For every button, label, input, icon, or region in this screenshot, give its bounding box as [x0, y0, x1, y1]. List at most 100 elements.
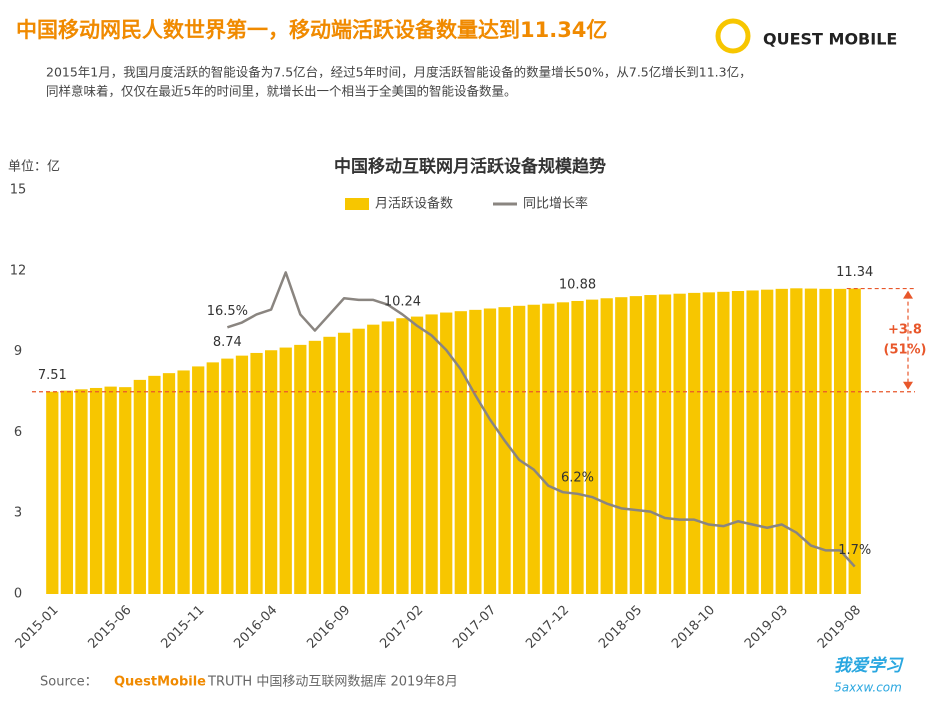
bar: [556, 302, 570, 594]
bar: [819, 288, 832, 594]
y-tick-label: 12: [10, 263, 27, 278]
y-tick-label: 9: [14, 344, 22, 359]
chart-title: 中国移动互联网月活跃设备规模趋势: [334, 156, 606, 177]
value-label: 10.88: [559, 277, 596, 292]
bar: [133, 379, 146, 594]
x-tick-label: 2016-04: [231, 603, 280, 652]
bar: [337, 332, 351, 594]
y-tick-label: 15: [10, 183, 27, 198]
logo-text: QUEST MOBILE: [763, 30, 897, 49]
bar: [629, 296, 642, 594]
bar: [381, 321, 394, 594]
bar: [396, 318, 409, 594]
bar: [483, 308, 497, 594]
y-tick-label: 0: [14, 587, 22, 602]
value-label: 1.7%: [838, 543, 871, 558]
bar: [192, 366, 205, 594]
bar: [731, 291, 745, 594]
value-label: 8.74: [213, 335, 242, 350]
bar: [469, 309, 482, 594]
x-tick-label: 2017-07: [450, 603, 499, 652]
arrow-head: [903, 381, 913, 390]
bar: [352, 328, 365, 594]
bar: [323, 336, 336, 594]
bar: [454, 311, 467, 594]
bar: [688, 292, 701, 594]
bar: [600, 298, 613, 594]
source-label: Source：: [40, 675, 98, 690]
bar: [265, 350, 278, 594]
x-tick-label: 2017-02: [377, 603, 426, 652]
logo-icon: [715, 18, 751, 54]
bar: [746, 290, 759, 594]
value-label: 6.2%: [561, 470, 594, 485]
bar: [60, 390, 74, 594]
bar: [585, 299, 599, 594]
legend-swatch: [345, 198, 369, 210]
watermark: 我爱学习: [834, 656, 904, 676]
bar: [46, 391, 59, 594]
bar: [833, 288, 847, 594]
x-tick-label: 2019-08: [815, 603, 864, 652]
bar: [644, 295, 657, 594]
bar: [717, 291, 730, 594]
bar: [527, 304, 540, 594]
bar: [148, 375, 161, 594]
bar: [308, 340, 322, 594]
subtitle: 2015年1月，我国月度活跃的智能设备为7.5亿台，经过5年时间，月度活跃智能设…: [46, 65, 752, 80]
bar: [513, 305, 526, 594]
bar: [425, 314, 438, 594]
bar: [498, 307, 511, 594]
annotation: (51%): [884, 343, 927, 358]
x-tick-label: 2018-05: [596, 603, 645, 652]
value-label: 11.34: [836, 265, 873, 280]
x-tick-label: 2017-12: [523, 603, 572, 652]
arrow-head: [903, 290, 913, 299]
bar: [761, 289, 774, 594]
y-tick-label: 6: [14, 425, 22, 440]
source-text: TRUTH 中国移动互联网数据库 2019年8月: [207, 674, 458, 690]
bar: [440, 312, 453, 594]
x-tick-label: 2015-06: [86, 603, 135, 652]
bar: [75, 389, 88, 594]
bar: [250, 352, 263, 594]
bar: [177, 370, 190, 594]
bar: [221, 358, 234, 594]
bar: [615, 297, 628, 594]
bar: [89, 387, 103, 594]
bar: [279, 347, 292, 594]
bar: [119, 387, 132, 594]
bar: [658, 294, 672, 594]
bar: [571, 300, 584, 594]
value-label: 7.51: [38, 368, 67, 383]
bar: [848, 288, 861, 594]
bar: [410, 316, 424, 594]
bar: [367, 324, 380, 594]
x-tick-label: 2019-03: [742, 603, 791, 652]
bar: [294, 344, 307, 594]
y-tick-label: 3: [14, 506, 22, 521]
source-brand: QuestMobile: [114, 675, 206, 690]
logo: QUEST MOBILE: [715, 18, 897, 54]
y-unit: 单位：亿: [8, 160, 60, 175]
x-tick-label: 2015-01: [13, 603, 62, 652]
x-tick-label: 2015-11: [158, 603, 207, 652]
bar: [702, 292, 715, 594]
value-label: 10.24: [384, 295, 421, 310]
bar: [206, 362, 219, 594]
line: [226, 271, 856, 568]
subtitle: 同样意味着，仅仅在最近5年的时间里，就增长出一个相当于全美国的智能设备数量。: [46, 84, 516, 99]
annotation: +3.8: [888, 323, 922, 338]
bar: [235, 355, 249, 594]
x-tick-label: 2018-10: [669, 603, 718, 652]
bar: [162, 373, 176, 594]
value-label: 16.5%: [207, 304, 248, 319]
legend-label: 月活跃设备数: [375, 196, 453, 212]
bar: [775, 288, 788, 594]
bar: [790, 288, 803, 594]
x-tick-label: 2016-09: [304, 603, 353, 652]
bar: [804, 288, 818, 594]
bar: [104, 386, 117, 594]
legend-label: 同比增长率: [523, 196, 588, 212]
